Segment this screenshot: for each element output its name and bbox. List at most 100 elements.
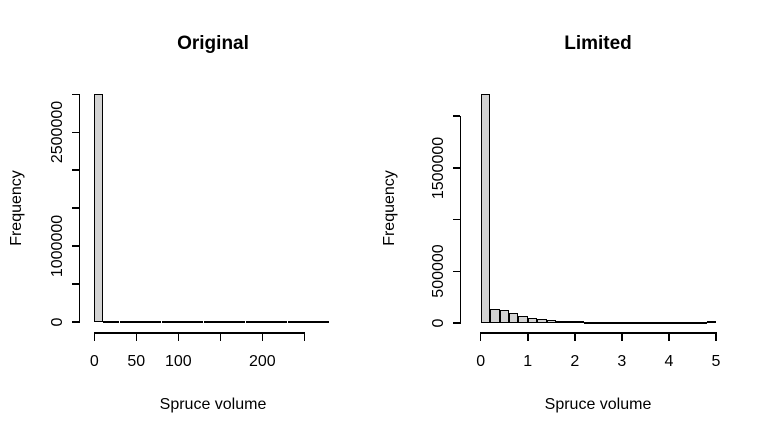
histogram-bar — [287, 320, 296, 323]
histogram-bar — [321, 320, 330, 323]
histogram-bar — [678, 321, 688, 324]
y-tick-label: 500000 — [430, 244, 447, 298]
plot-title-original: Original — [177, 33, 249, 54]
x-tick-label: 100 — [164, 353, 192, 370]
histogram-bar — [480, 94, 491, 323]
y-tick — [71, 283, 79, 285]
x-tick — [479, 332, 482, 341]
histogram-bar — [153, 320, 162, 323]
histogram-bar — [546, 319, 556, 323]
x-tick — [135, 332, 138, 341]
histogram-bar — [237, 320, 246, 323]
histogram-bar — [102, 320, 112, 323]
x-tick — [177, 332, 180, 341]
histogram-bar — [603, 321, 613, 324]
histogram-bar — [262, 320, 271, 323]
histogram-bar — [621, 321, 632, 324]
y-tick — [71, 169, 79, 171]
histogram-bar — [584, 321, 594, 324]
y-tick — [452, 218, 460, 221]
histogram-bar — [640, 321, 651, 324]
histogram-bar — [304, 320, 313, 323]
y-tick — [71, 321, 79, 323]
x-tick — [303, 332, 306, 341]
x-axis-label-original: Spruce volume — [159, 396, 267, 413]
x-tick — [715, 332, 717, 341]
histogram-bar — [169, 320, 179, 323]
y-axis-line — [459, 116, 461, 324]
y-tick — [71, 245, 79, 247]
histogram-bar — [612, 321, 622, 324]
x-tick — [527, 332, 529, 341]
histogram-bar — [593, 321, 604, 324]
x-tick — [261, 332, 264, 341]
histogram-bar — [161, 320, 170, 323]
y-tick — [71, 131, 79, 133]
histogram-bar — [195, 320, 204, 323]
x-tick — [621, 332, 623, 341]
histogram-bar — [555, 320, 566, 323]
histogram-bar — [650, 321, 660, 324]
histogram-bar — [490, 308, 500, 323]
x-tick-label: 3 — [617, 353, 627, 370]
histogram-bar — [565, 321, 575, 324]
x-tick-label: 200 — [248, 353, 276, 370]
x-tick-label: 1 — [523, 353, 533, 370]
y-axis-label-limited: Frequency — [381, 170, 398, 246]
histogram-bar — [508, 312, 519, 323]
x-tick — [93, 332, 96, 341]
histogram-bar — [659, 321, 669, 324]
x-tick — [574, 332, 576, 341]
x-tick-label: 2 — [570, 353, 580, 370]
y-tick-label: 0 — [430, 318, 447, 328]
histogram-bar — [295, 320, 305, 323]
y-tick — [452, 115, 460, 117]
histogram-bar — [245, 320, 254, 323]
histogram-bar — [186, 320, 196, 323]
histogram-bar — [706, 321, 716, 324]
histogram-bar — [220, 320, 229, 323]
x-tick-label: 4 — [664, 353, 674, 370]
x-tick-label: 50 — [127, 353, 146, 370]
histogram-bar — [527, 317, 538, 323]
y-tick — [71, 93, 79, 96]
histogram-bar — [518, 315, 528, 323]
histogram-bar — [94, 93, 103, 322]
plot-title-limited: Limited — [564, 33, 632, 54]
histogram-bar — [228, 320, 238, 323]
histogram-bar — [178, 320, 187, 323]
histogram-bar — [687, 321, 698, 324]
histogram-bar — [211, 320, 221, 323]
x-axis-label-limited: Spruce volume — [544, 396, 652, 413]
histogram-bar — [574, 321, 585, 324]
x-axis-line — [94, 332, 306, 334]
histogram-bar — [253, 320, 263, 323]
y-tick-label: 1500000 — [430, 136, 447, 200]
histogram-bar — [312, 320, 322, 323]
histogram-bar — [203, 320, 212, 323]
histogram-bar — [111, 320, 120, 323]
x-tick — [219, 332, 222, 341]
x-tick-label: 5 — [711, 353, 721, 370]
y-tick — [452, 270, 460, 273]
x-tick-label: 0 — [89, 353, 99, 370]
histogram-bar — [697, 321, 707, 324]
x-tick — [668, 332, 670, 341]
histogram-bar — [144, 320, 154, 323]
histogram-bar — [631, 321, 641, 324]
histogram-bar — [668, 321, 679, 324]
histogram-bar — [499, 309, 509, 323]
x-tick-label: 0 — [476, 353, 486, 370]
y-tick — [452, 322, 460, 324]
histogram-bar — [270, 320, 280, 323]
histogram-bar — [127, 320, 137, 323]
histogram-bar — [279, 320, 288, 323]
histogram-bar — [136, 320, 145, 323]
histogram-bar — [537, 318, 547, 323]
y-tick — [452, 167, 460, 169]
y-axis-line — [78, 94, 80, 323]
x-axis-line — [480, 332, 717, 334]
